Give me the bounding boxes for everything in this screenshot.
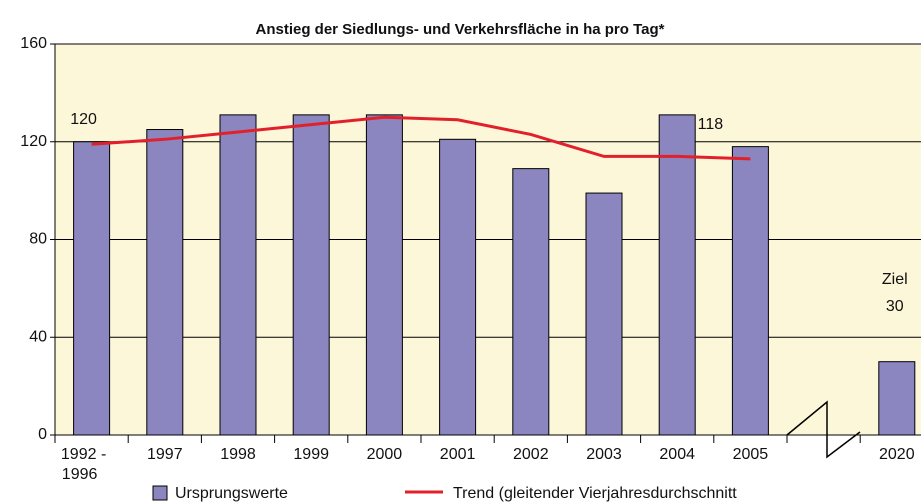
data-label: 30	[886, 298, 904, 315]
axis-break	[786, 400, 861, 459]
x-tick-label: 2005	[733, 446, 769, 463]
bar	[585, 192, 623, 436]
chart-title: Anstieg der Siedlungs- und Verkehrsfläch…	[256, 21, 665, 38]
x-tick-label: 2000	[367, 446, 403, 463]
data-label: 118	[698, 116, 724, 133]
x-tick-label: 2001	[440, 446, 476, 463]
y-tick-label: 80	[29, 231, 47, 248]
x-tick-label: 2002	[513, 446, 549, 463]
bar	[365, 114, 403, 436]
legend-swatch	[152, 485, 168, 501]
bar	[878, 361, 916, 436]
x-tick-label: 2004	[659, 446, 695, 463]
y-tick-label: 40	[29, 328, 47, 345]
bar	[219, 114, 257, 436]
legend-label: Trend (gleitender Vierjahresdurchschnitt	[453, 485, 737, 502]
x-tick-label: 1999	[293, 446, 329, 463]
x-tick-label: 2003	[586, 446, 622, 463]
x-tick-label: 1998	[220, 446, 256, 463]
x-tick-label-line: 1996	[62, 466, 98, 483]
x-tick-label: 1997	[147, 446, 183, 463]
bar	[292, 114, 330, 436]
annotation: Ziel	[882, 271, 908, 288]
bar	[146, 129, 184, 436]
y-tick-label: 120	[20, 133, 47, 150]
bar	[73, 141, 111, 436]
bar	[731, 146, 769, 436]
y-tick-label: 0	[38, 426, 47, 443]
bar	[658, 114, 696, 436]
x-tick-label: 1992 - 1996	[61, 446, 106, 483]
trend-line	[91, 115, 751, 161]
y-tick-label: 160	[20, 35, 47, 52]
bar	[512, 168, 550, 436]
legend-label: Ursprungswerte	[175, 485, 288, 502]
bar	[439, 138, 477, 436]
x-tick-label-line: 1992 -	[61, 446, 106, 463]
x-tick-label: 2020	[879, 446, 915, 463]
data-label: 120	[70, 111, 97, 128]
